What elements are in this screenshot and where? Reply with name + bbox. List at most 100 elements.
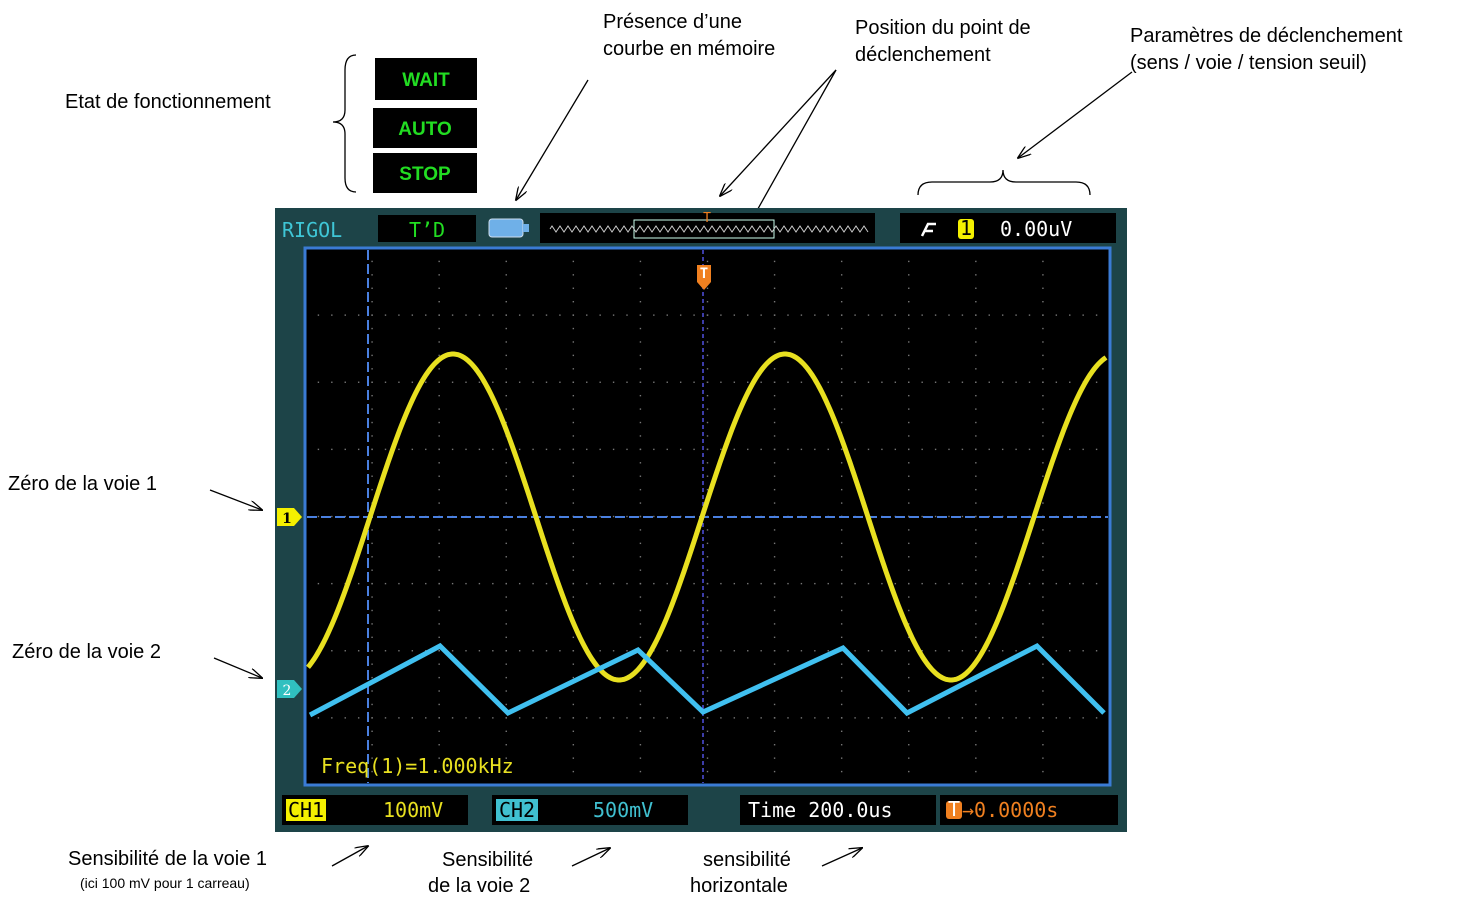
- grid-dot: [586, 314, 587, 315]
- grid-dot: [653, 314, 654, 315]
- grid-dot: [506, 274, 507, 275]
- grid-dot: [975, 744, 976, 745]
- grid-dot: [653, 449, 654, 450]
- grid-dot: [640, 583, 641, 584]
- grid-dot: [412, 449, 413, 450]
- grid-dot: [975, 476, 976, 477]
- grid-dot: [573, 543, 574, 544]
- grid-dot: [546, 717, 547, 718]
- grid-dot: [962, 382, 963, 383]
- grid-dot: [747, 314, 748, 315]
- grid-dot: [841, 744, 842, 745]
- grid-dot: [895, 717, 896, 718]
- grid-dot: [506, 690, 507, 691]
- grid-dot: [707, 596, 708, 597]
- grid-dot: [586, 382, 587, 383]
- grid-dot: [975, 690, 976, 691]
- grid-dot: [774, 704, 775, 705]
- arrow: [214, 658, 262, 678]
- grid-dot: [1042, 570, 1043, 571]
- grid-dot: [358, 717, 359, 718]
- grid-dot: [921, 382, 922, 383]
- grid-dot: [492, 382, 493, 383]
- grid-dot: [720, 583, 721, 584]
- grid-dot: [841, 596, 842, 597]
- grid-dot: [707, 556, 708, 557]
- grid-dot: [1042, 731, 1043, 732]
- grid-dot: [1082, 449, 1083, 450]
- grid-dot: [720, 650, 721, 651]
- grid-dot: [720, 382, 721, 383]
- grid-dot: [908, 476, 909, 477]
- grid-dot: [573, 717, 574, 718]
- grid-dot: [868, 717, 869, 718]
- grid-dot: [371, 623, 372, 624]
- grid-dot: [841, 449, 842, 450]
- grid-dot: [1029, 314, 1030, 315]
- grid-dot: [881, 382, 882, 383]
- brace: [918, 170, 1090, 195]
- grid-dot: [438, 462, 439, 463]
- memory-trigger-marker: T: [703, 211, 711, 226]
- grid-dot: [318, 717, 319, 718]
- grid-dot: [506, 704, 507, 705]
- grid-dot: [358, 650, 359, 651]
- grid-dot: [841, 462, 842, 463]
- grid-dot: [975, 529, 976, 530]
- grid-dot: [438, 650, 439, 651]
- grid-dot: [371, 274, 372, 275]
- grid-dot: [1069, 583, 1070, 584]
- grid-dot: [841, 274, 842, 275]
- grid-dot: [573, 704, 574, 705]
- grid-dot: [707, 301, 708, 302]
- grid-dot: [975, 637, 976, 638]
- grid-dot: [774, 650, 775, 651]
- grid-dot: [640, 355, 641, 356]
- annotation: sensibilité: [703, 849, 791, 871]
- grid-dot: [667, 583, 668, 584]
- grid-dot: [573, 677, 574, 678]
- grid-dot: [519, 382, 520, 383]
- grid-dot: [573, 314, 574, 315]
- grid-dot: [371, 395, 372, 396]
- grid-dot: [868, 650, 869, 651]
- grid-dot: [1042, 543, 1043, 544]
- arrow: [516, 80, 588, 200]
- grid-dot: [613, 314, 614, 315]
- grid-dot: [908, 731, 909, 732]
- grid-dot: [1042, 704, 1043, 705]
- grid-dot: [774, 502, 775, 503]
- offset-icon: T: [948, 797, 960, 821]
- grid-dot: [1056, 314, 1057, 315]
- grid-dot: [881, 449, 882, 450]
- grid-dot: [693, 382, 694, 383]
- grid-dot: [908, 744, 909, 745]
- grid-dot: [1096, 382, 1097, 383]
- grid-dot: [438, 328, 439, 329]
- grid-dot: [989, 717, 990, 718]
- grid-dot: [465, 382, 466, 383]
- grid-dot: [452, 314, 453, 315]
- grid-dot: [760, 717, 761, 718]
- grid-dot: [774, 301, 775, 302]
- grid-dot: [774, 744, 775, 745]
- grid-dot: [841, 368, 842, 369]
- grid-dot: [921, 717, 922, 718]
- grid-dot: [667, 449, 668, 450]
- grid-dot: [573, 744, 574, 745]
- grid-dot: [935, 382, 936, 383]
- grid-dot: [519, 650, 520, 651]
- grid-dot: [532, 449, 533, 450]
- ch2-label: CH2: [499, 798, 535, 822]
- grid-dot: [1056, 650, 1057, 651]
- grid-dot: [975, 650, 976, 651]
- grid-dot: [801, 717, 802, 718]
- grid-dot: [626, 717, 627, 718]
- grid-dot: [438, 610, 439, 611]
- grid-dot: [385, 583, 386, 584]
- grid-dot: [841, 422, 842, 423]
- grid-dot: [1015, 717, 1016, 718]
- grid-dot: [814, 650, 815, 651]
- grid-dot: [989, 583, 990, 584]
- grid-dot: [398, 382, 399, 383]
